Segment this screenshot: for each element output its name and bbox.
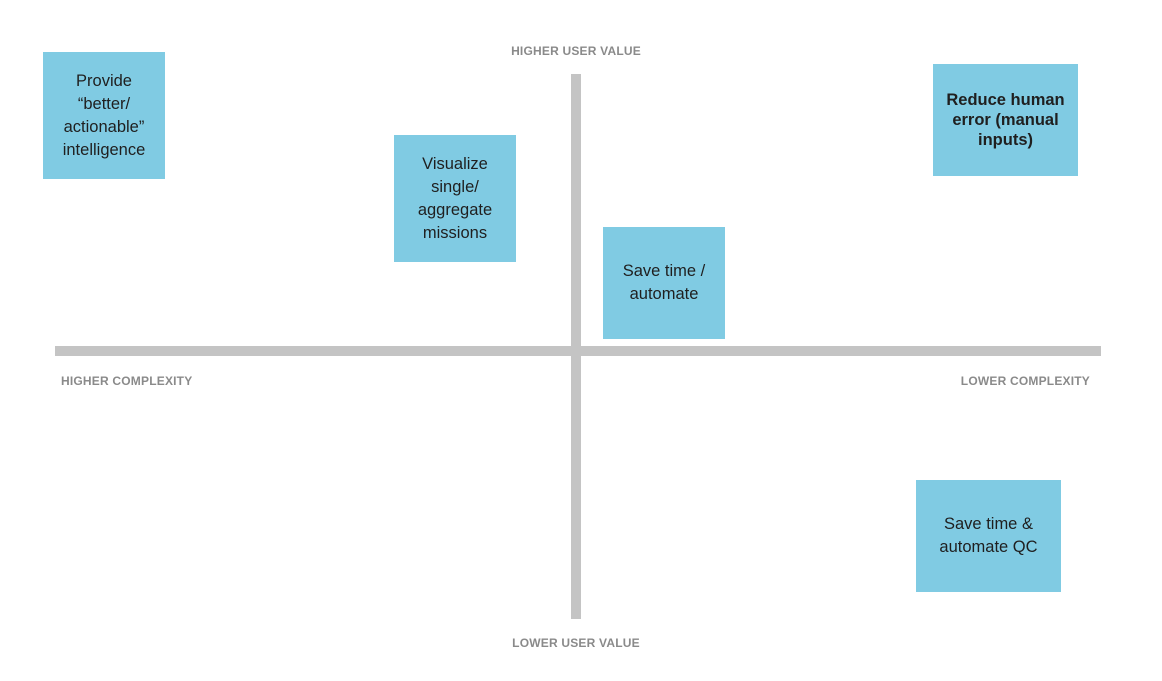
sticky-note-visualize-missions[interactable]: Visualize single/ aggregate missions xyxy=(394,135,516,262)
axis-label-higher-complexity: HIGHER COMPLEXITY xyxy=(61,374,193,388)
axis-label-higher-user-value: HIGHER USER VALUE xyxy=(511,44,641,58)
axis-label-lower-complexity: LOWER COMPLEXITY xyxy=(960,374,1090,388)
sticky-note-save-time-automate[interactable]: Save time / automate xyxy=(603,227,725,339)
horizontal-axis xyxy=(55,346,1101,356)
sticky-note-reduce-human-error[interactable]: Reduce human error (manual inputs) xyxy=(933,64,1078,176)
sticky-note-actionable-intelligence[interactable]: Provide “better/ actionable” intelligenc… xyxy=(43,52,165,179)
axis-label-lower-user-value: LOWER USER VALUE xyxy=(512,636,640,650)
sticky-note-automate-qc[interactable]: Save time & automate QC xyxy=(916,480,1061,592)
